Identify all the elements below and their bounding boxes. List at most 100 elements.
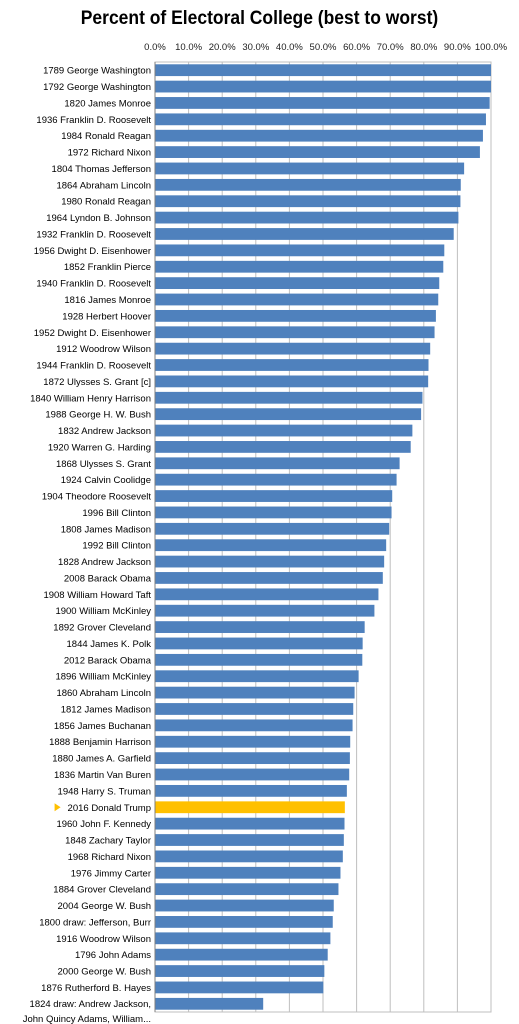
bar: [155, 784, 347, 797]
bar: [155, 653, 363, 666]
x-tick-label: 60.0%: [343, 42, 370, 53]
bar: [155, 621, 365, 633]
bar: [155, 965, 325, 977]
category-label: 1804 Thomas Jefferson: [52, 164, 151, 175]
category-label: 1844 James K. Polk: [67, 639, 152, 650]
bar: [155, 752, 350, 765]
chart-title: Percent of Electoral College (best to wo…: [80, 8, 439, 29]
category-label: 1832 Andrew Jackson: [58, 426, 151, 437]
x-tick-label: 100.0%: [475, 42, 508, 53]
category-label: 1948 Harry S. Truman: [58, 786, 151, 797]
category-label: 1968 Richard Nixon: [68, 852, 151, 863]
bar: [155, 670, 359, 683]
category-label: 1888 Benjamin Harrison: [49, 737, 151, 748]
bar: [155, 539, 387, 552]
category-label: 1920 Warren G. Harding: [48, 442, 151, 453]
category-label: 1856 James Buchanan: [54, 721, 151, 732]
category-label: 1812 James Madison: [61, 704, 151, 715]
category-label: 1988 George H. W. Bush: [45, 410, 151, 421]
bar: [155, 768, 350, 781]
category-label-continued: John Quincy Adams, William...: [23, 1014, 151, 1024]
category-label: 2004 George W. Bush: [58, 901, 151, 912]
category-label: 1960 John F. Kennedy: [56, 819, 151, 830]
category-label: 1972 Richard Nixon: [68, 148, 151, 159]
category-label: 1896 William McKinley: [55, 672, 151, 683]
category-label: 1956 Dwight D. Eisenhower: [34, 246, 151, 257]
category-label: 1864 Abraham Lincoln: [56, 180, 151, 191]
category-label: 1940 Franklin D. Roosevelt: [36, 279, 151, 290]
bar: [155, 260, 444, 273]
x-tick-label: 10.0%: [175, 42, 202, 53]
category-label: 1892 Grover Cleveland: [53, 623, 151, 634]
bar: [155, 506, 392, 519]
category-label: 1964 Lyndon B. Johnson: [46, 213, 151, 224]
category-label: 1916 Woodrow Wilson: [56, 934, 151, 945]
bar: [155, 981, 324, 994]
bar: [155, 228, 454, 240]
category-label: 2000 George W. Bush: [58, 967, 151, 978]
bar: [155, 899, 334, 912]
category-label: 1928 Herbert Hoover: [62, 311, 151, 322]
bar: [155, 883, 339, 896]
bar: [155, 604, 375, 617]
bar: [155, 490, 393, 502]
x-tick-label: 90.0%: [444, 42, 471, 53]
category-label: 2016 Donald Trump: [68, 803, 151, 814]
category-label: 1944 Franklin D. Roosevelt: [36, 361, 151, 372]
category-label: 1984 Ronald Reagan: [61, 131, 151, 142]
category-label: 2008 Barack Obama: [64, 573, 152, 584]
category-label: 1824 draw: Andrew Jackson,: [30, 999, 151, 1010]
x-tick-label: 20.0%: [209, 42, 236, 53]
x-tick-label: 80.0%: [410, 42, 437, 53]
category-label: 1900 William McKinley: [55, 606, 151, 617]
bar: [155, 97, 490, 109]
category-label: 1952 Dwight D. Eisenhower: [34, 328, 151, 339]
bar: [155, 801, 345, 814]
category-label: 1860 Abraham Lincoln: [56, 688, 151, 699]
bar: [155, 162, 465, 175]
category-label: 1852 Franklin Pierce: [64, 262, 151, 273]
bar: [155, 997, 264, 1010]
x-tick-label: 40.0%: [276, 42, 303, 53]
bar: [155, 932, 331, 945]
category-label: 1848 Zachary Taylor: [65, 836, 151, 847]
category-label: 1808 James Madison: [61, 524, 151, 535]
category-label: 1840 William Henry Harrison: [30, 393, 151, 404]
bar: [155, 64, 491, 77]
bar: [155, 850, 343, 863]
category-label: 1880 James A. Garfield: [52, 754, 151, 765]
category-label: 1996 Bill Clinton: [82, 508, 151, 519]
category-label: 1792 George Washington: [43, 82, 151, 93]
bar: [155, 686, 355, 699]
category-label: 1868 Ulysses S. Grant: [56, 459, 151, 470]
category-label: 1796 John Adams: [75, 950, 151, 961]
bar: [155, 473, 397, 486]
category-label: 1992 Bill Clinton: [82, 541, 151, 552]
bar: [155, 342, 431, 355]
bar: [155, 244, 445, 257]
bar: [155, 916, 333, 928]
category-label: 1932 Franklin D. Roosevelt: [36, 229, 151, 240]
category-label: 1828 Andrew Jackson: [58, 557, 151, 568]
category-label: 1908 William Howard Taft: [43, 590, 151, 601]
bar: [155, 309, 436, 322]
category-label: 1904 Theodore Roosevelt: [42, 492, 152, 503]
bar: [155, 146, 480, 158]
category-label: 1800 draw: Jefferson, Burr: [39, 917, 151, 928]
x-tick-label: 30.0%: [242, 42, 269, 53]
category-label: 1820 James Monroe: [64, 98, 151, 109]
bar: [155, 391, 423, 404]
bar: [155, 293, 439, 306]
highlight-marker-icon: [54, 803, 61, 812]
bar: [155, 80, 491, 93]
bar: [155, 195, 461, 208]
category-label: 1872 Ulysses S. Grant [c]: [43, 377, 151, 388]
category-label: 1976 Jimmy Carter: [71, 868, 151, 879]
bar: [155, 866, 341, 879]
bar: [155, 178, 461, 191]
bar: [155, 211, 459, 224]
bar: [155, 719, 353, 732]
x-tick-label: 50.0%: [310, 42, 337, 53]
bar: [155, 703, 354, 715]
